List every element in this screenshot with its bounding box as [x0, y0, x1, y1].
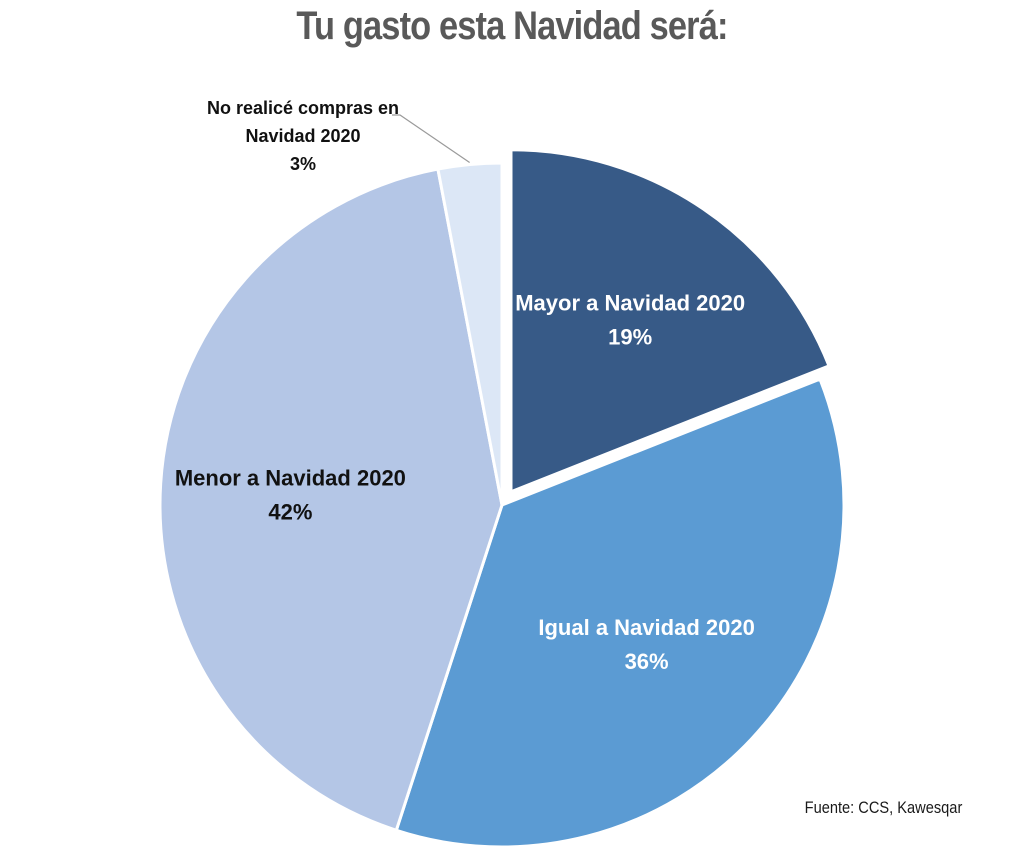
- slice-value-igual: 36%: [625, 649, 669, 674]
- pie-slice-mayor: [509, 148, 831, 494]
- pie-labels: Mayor a Navidad 2020 19% Igual a Navidad 2…: [175, 98, 755, 674]
- slice-label-menor: Menor a Navidad 2020 42%: [175, 466, 406, 525]
- slice-value-mayor: 19%: [608, 324, 652, 349]
- slice-name-line-2: Navidad 2020: [245, 126, 360, 146]
- pie-slices: [158, 148, 846, 849]
- slice-name-mayor: Mayor a Navidad 2020: [515, 290, 745, 315]
- slice-label-no-compras: No realicé compras en Navidad 2020 3%: [207, 98, 399, 174]
- pie-slice-menor: [158, 167, 504, 832]
- slice-name-igual: Igual a Navidad 2020: [538, 615, 754, 640]
- chart-title: Tu gasto esta Navidad será:: [296, 4, 728, 48]
- pie-slice-no-compras: [436, 161, 504, 507]
- leader-line-no-compras: [392, 114, 470, 164]
- slice-name-menor: Menor a Navidad 2020: [175, 466, 406, 491]
- slice-value-menor: 42%: [268, 500, 312, 525]
- pie-slice-igual: [394, 377, 846, 849]
- chart-source: Fuente: CCS, Kawesqar: [804, 798, 962, 817]
- slice-label-mayor: Mayor a Navidad 2020 19%: [515, 290, 745, 349]
- slice-value-no-compras: 3%: [290, 154, 316, 174]
- slice-name-line-1: No realicé compras en: [207, 98, 399, 118]
- slice-label-igual: Igual a Navidad 2020 36%: [538, 615, 754, 674]
